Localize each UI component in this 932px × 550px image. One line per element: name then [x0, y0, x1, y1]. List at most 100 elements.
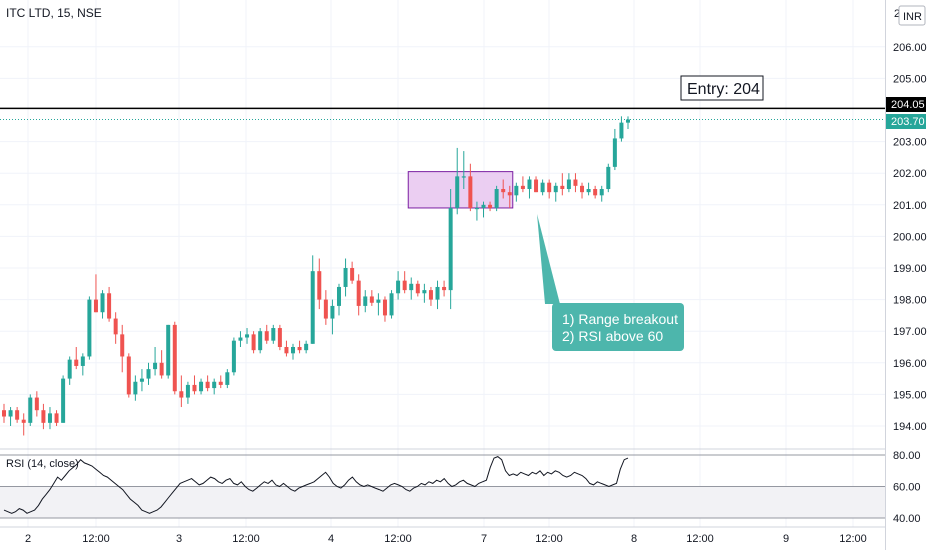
candle-body: [34, 397, 39, 411]
candle-body: [87, 299, 92, 357]
candle-body: [277, 328, 282, 347]
entry-price-tag: 204.05: [886, 97, 926, 112]
candle-body: [192, 384, 197, 392]
y-tick-label: 199.00: [893, 263, 927, 275]
candle-body: [527, 179, 532, 189]
x-tick-label: 2: [25, 533, 31, 545]
candle-body: [501, 189, 506, 193]
y-tick-label: 197.00: [893, 326, 927, 338]
candle-body: [159, 362, 164, 376]
candle-body: [422, 290, 427, 294]
currency-button-label[interactable]: INR: [903, 11, 922, 23]
rsi-background: [0, 454, 885, 519]
y-tick-label: 203.00: [893, 137, 927, 149]
y-tick-label: 201.00: [893, 200, 927, 212]
x-tick-label: 12:00: [686, 533, 714, 545]
candle-body: [474, 207, 479, 210]
candle-body: [28, 397, 33, 423]
candle-body: [488, 204, 493, 208]
candle-body: [120, 334, 125, 357]
candle-body: [343, 268, 348, 287]
candle-body: [258, 331, 263, 351]
rsi-tick-label: 60.00: [893, 482, 921, 494]
candle-body: [297, 347, 302, 351]
candle-body: [468, 176, 473, 208]
candle-body: [199, 381, 204, 392]
candle-body: [481, 204, 486, 208]
candle-body: [547, 182, 552, 193]
candle-body: [238, 337, 243, 341]
candle-body: [291, 347, 296, 354]
y-tick-label: 195.00: [893, 389, 927, 401]
candle-body: [396, 280, 401, 294]
candle-body: [218, 381, 223, 385]
candle-body: [573, 179, 578, 186]
note-line2: 2) RSI above 60: [562, 328, 663, 344]
candle-body: [317, 271, 322, 300]
candle-body: [310, 271, 315, 344]
candle-body: [448, 207, 453, 291]
candle-body: [284, 347, 289, 354]
rsi-tick-label: 80.00: [893, 450, 921, 462]
note-callout: 1) Range breakout 2) RSI above 60: [537, 214, 684, 351]
candle-body: [153, 362, 158, 370]
y-tick-label: 194.00: [893, 421, 927, 433]
candle-body: [172, 324, 177, 392]
candle-body: [580, 185, 585, 193]
candle-body: [146, 369, 151, 379]
candle-body: [54, 413, 59, 423]
entry-label-box: [680, 75, 764, 101]
candle-body: [586, 189, 591, 193]
candle-body: [376, 299, 381, 303]
entry-label: Entry: 204: [680, 75, 764, 101]
y-tick-label: 200.00: [893, 231, 927, 243]
candle-body: [553, 185, 558, 193]
x-tick-label: 3: [176, 533, 182, 545]
candle-body: [166, 324, 171, 376]
y-tick-label: 205.00: [893, 73, 927, 85]
candle-body: [251, 334, 256, 351]
candle-body: [540, 182, 545, 193]
candle-body: [2, 410, 6, 417]
symbol-title: ITC LTD, 15, NSE: [6, 6, 102, 20]
candle-body: [369, 296, 374, 303]
currency-button[interactable]: INR: [898, 5, 926, 26]
candle-body: [271, 328, 276, 341]
candle-body: [113, 318, 118, 335]
candle-body: [514, 185, 519, 196]
candle-body: [304, 343, 309, 351]
candle-body: [323, 299, 328, 319]
candle-body: [205, 381, 210, 389]
entry-price-tag-box: [886, 97, 926, 112]
candle-body: [107, 293, 112, 319]
candle-body: [534, 179, 539, 193]
candle-body: [566, 179, 571, 189]
y-tick-label: 206.00: [893, 42, 927, 54]
rsi-group: [3, 456, 629, 514]
candle-body: [626, 119, 630, 123]
y-tick-label: 198.00: [893, 295, 927, 307]
currency-button-box[interactable]: [898, 5, 926, 26]
note-box: [552, 303, 684, 351]
levels-group: [0, 107, 885, 120]
candle-body: [212, 381, 217, 389]
candle-body: [264, 331, 269, 341]
rsi-tick-label: 40.00: [893, 513, 921, 525]
last-price-tag-box: [886, 114, 926, 129]
note-pointer: [537, 214, 560, 304]
candle-body: [41, 410, 46, 423]
candle-body: [619, 122, 624, 139]
candle-body: [100, 293, 105, 313]
candle-body: [61, 378, 66, 423]
y-tick-label: 202.00: [893, 168, 927, 180]
rsi-line: [3, 456, 629, 514]
rsi-title: RSI (14, close): [6, 458, 79, 470]
candle-body: [179, 391, 184, 398]
candle-body: [560, 185, 565, 189]
candle-body: [93, 299, 98, 313]
candle-body: [80, 356, 85, 366]
candle-body: [461, 176, 466, 178]
x-tick-label: 7: [481, 533, 487, 545]
